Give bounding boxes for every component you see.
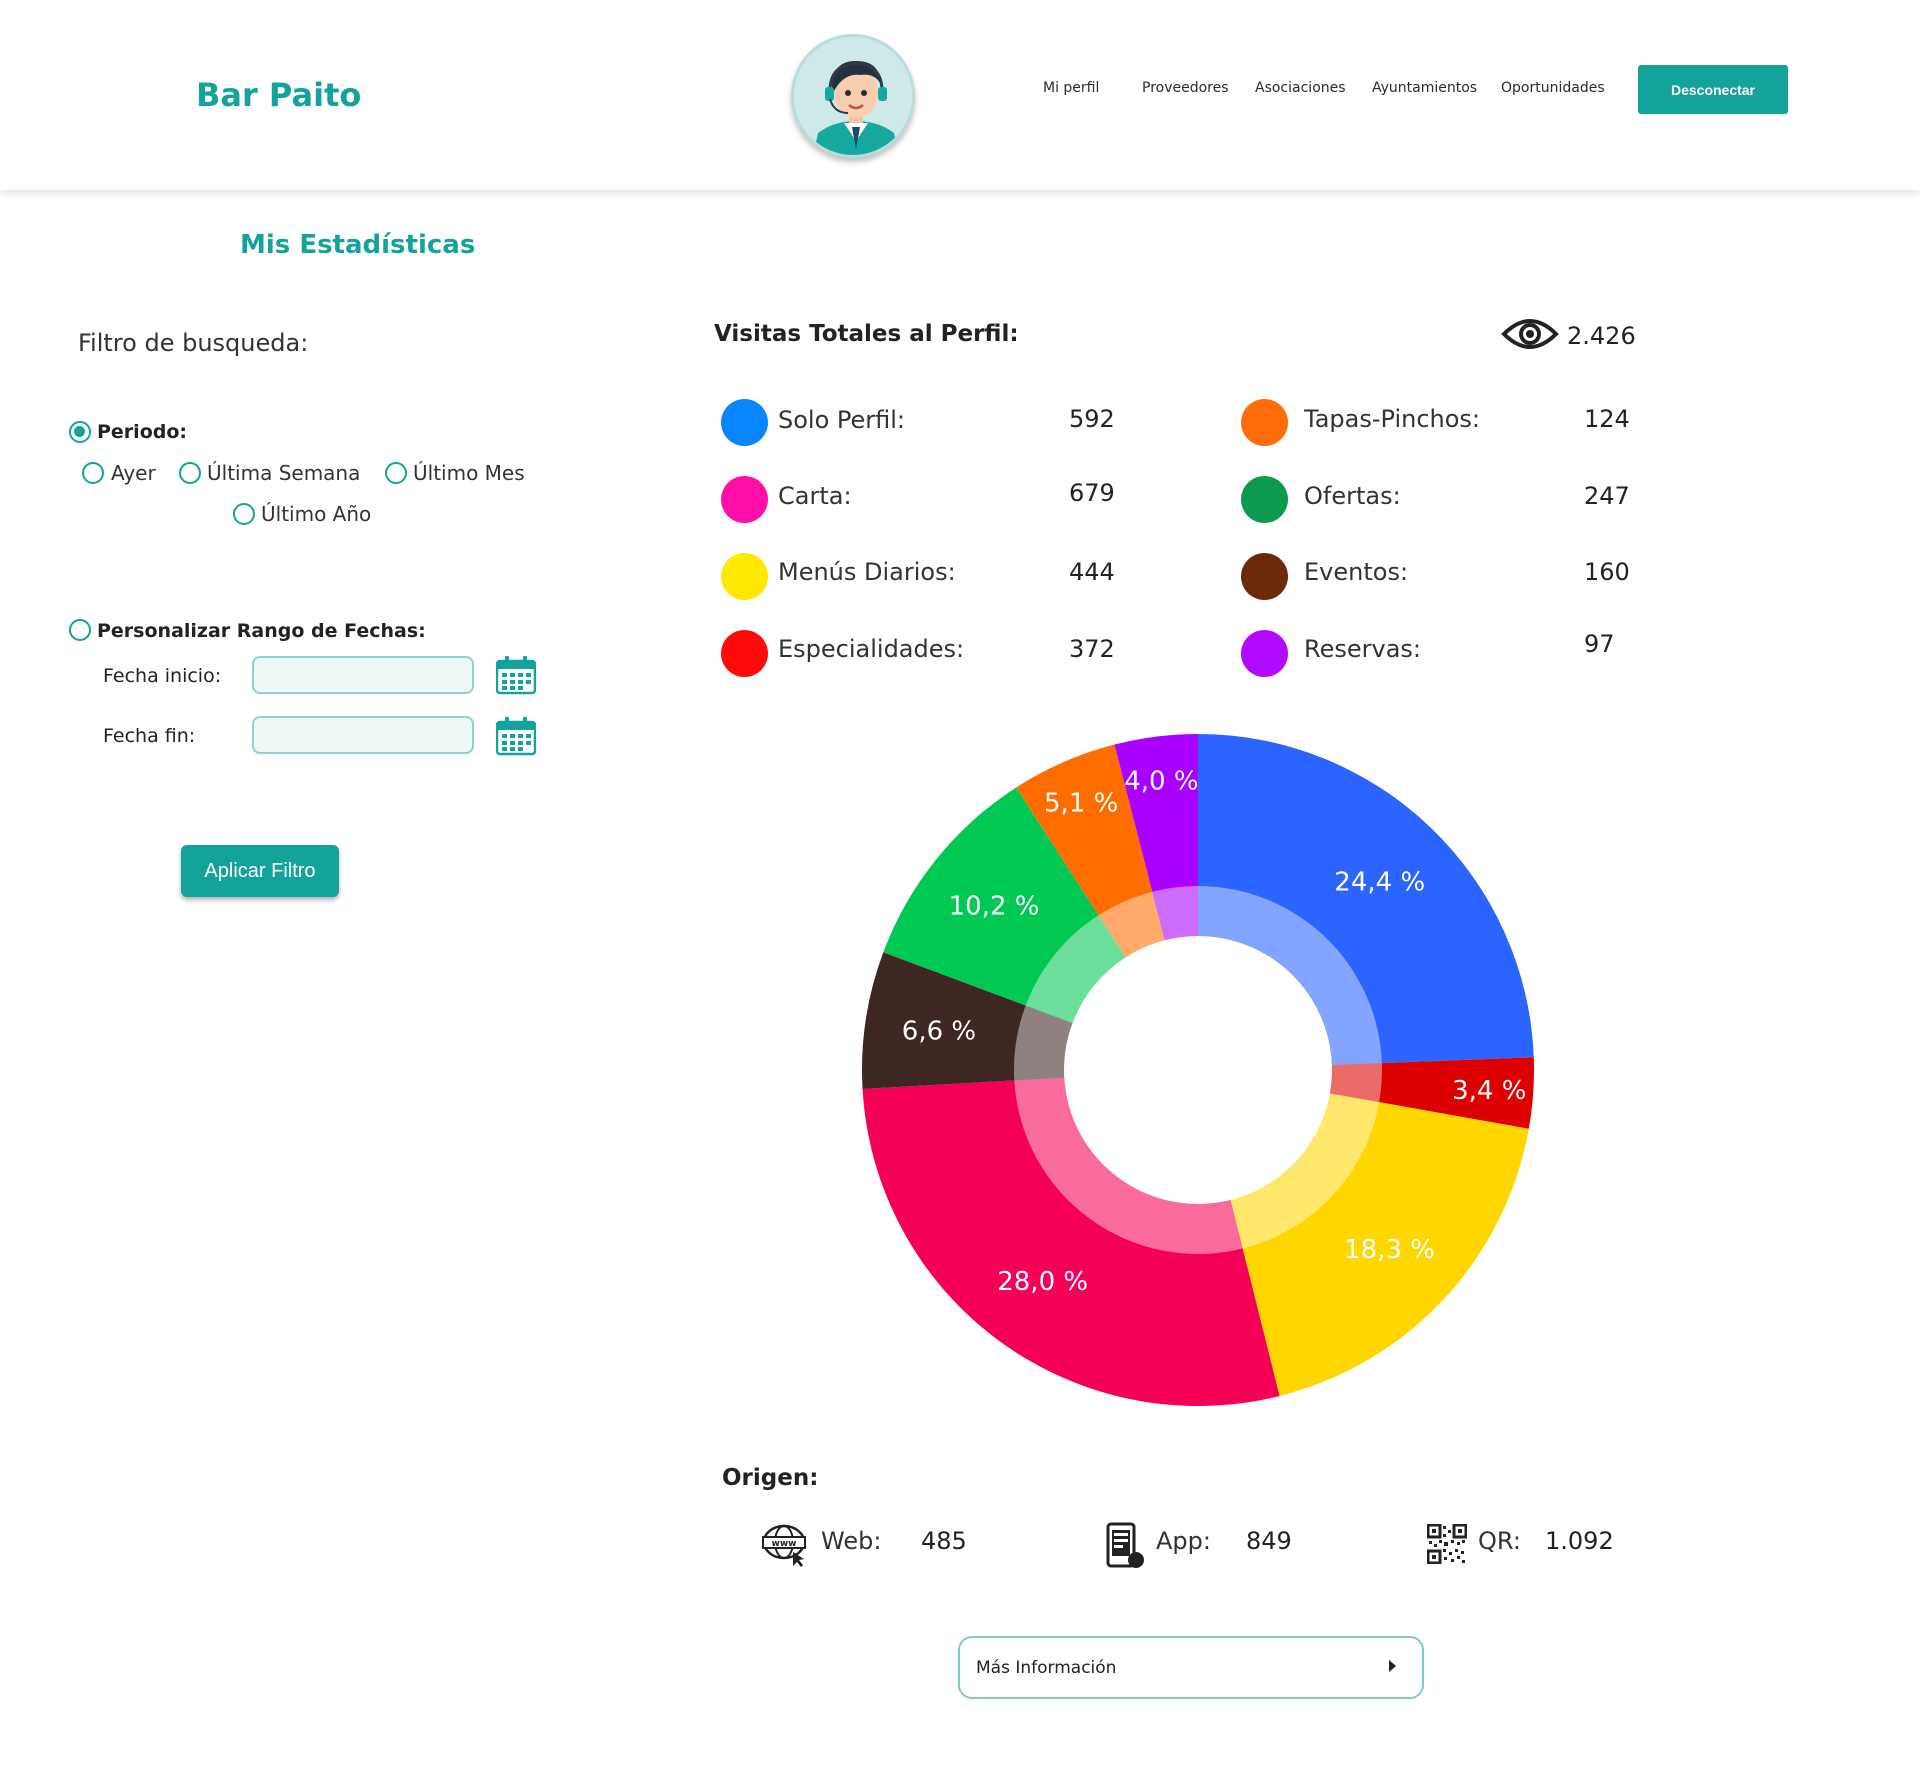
pie-slice[interactable] — [862, 952, 1073, 1089]
legend-label: Eventos: — [1304, 558, 1409, 586]
legend-dot-solo-perfil — [721, 399, 768, 446]
legend-dot-reservas — [1241, 630, 1288, 677]
legend-dot-menus-diarios — [721, 553, 768, 600]
slice-label: 18,3 % — [1344, 1235, 1435, 1265]
pie-slice[interactable] — [1198, 734, 1534, 1065]
pie-slice[interactable] — [1329, 1057, 1534, 1129]
slice-label: 3,4 % — [1452, 1076, 1526, 1106]
nav-asociaciones[interactable]: Asociaciones — [1255, 80, 1346, 96]
legend-value: 124 — [1584, 405, 1630, 433]
visits-total: 2.426 — [1567, 322, 1636, 350]
label-ayer: Ayer — [111, 461, 156, 485]
pie-slice[interactable] — [1114, 734, 1198, 941]
legend-label: Menús Diarios: — [778, 558, 956, 586]
start-date-input[interactable] — [252, 656, 474, 694]
origin-title: Origen: — [722, 1465, 819, 1491]
brand-title[interactable]: Bar Paito — [196, 76, 362, 114]
start-date-label: Fecha inicio: — [103, 665, 222, 687]
visits-title: Visitas Totales al Perfil: — [714, 321, 1019, 347]
legend-value: 160 — [1584, 558, 1630, 586]
visits-donut-chart: 24,4 % 3,4 % 18,3 % 28,0 % 6,6 % 10,2 % 5,1 %4… — [862, 734, 1534, 1406]
legend-label: Especialidades: — [778, 635, 965, 663]
pie-inner-ring — [1025, 915, 1126, 1024]
pie-slice[interactable] — [1230, 1093, 1529, 1396]
origin-label-qr: QR: — [1478, 1527, 1521, 1555]
nav-oportunidades[interactable]: Oportunidades — [1501, 80, 1605, 96]
legend-label: Carta: — [778, 482, 852, 510]
pie-inner-ring — [1152, 886, 1198, 941]
svg-text:www: www — [772, 1539, 797, 1549]
pie-inner-ring — [1098, 891, 1165, 958]
pie-inner-ring — [1014, 1077, 1243, 1254]
legend-dot-eventos — [1241, 553, 1288, 600]
slice-label: 28,0 % — [997, 1267, 1088, 1297]
nav-mi-perfil[interactable]: Mi perfil — [1043, 80, 1100, 96]
period-label: Periodo: — [97, 421, 187, 443]
slice-label: 10,2 % — [949, 892, 1040, 922]
slice-label: 5,1 % — [1044, 788, 1118, 818]
apply-filter-button[interactable]: Aplicar Filtro — [181, 845, 339, 897]
top-header: Bar Paito Mi perfil Proveedores Asociaci… — [0, 0, 1920, 190]
legend-value: 679 — [1069, 479, 1115, 507]
nav-ayuntamientos[interactable]: Ayuntamientos — [1372, 80, 1478, 96]
custom-range-label: Personalizar Rango de Fechas: — [97, 620, 426, 642]
pie-inner-ring — [1014, 1005, 1073, 1081]
end-date-input[interactable] — [252, 716, 474, 754]
slice-label: 6,6 % — [902, 1017, 976, 1047]
label-ultimo-mes: Último Mes — [413, 461, 525, 485]
nav-proveedores[interactable]: Proveedores — [1142, 80, 1229, 96]
more-info-button[interactable]: Más Información — [958, 1636, 1424, 1699]
legend-dot-ofertas — [1241, 476, 1288, 523]
origin-label-app: App: — [1156, 1527, 1211, 1555]
filter-heading: Filtro de busqueda: — [78, 329, 309, 357]
label-ultimo-ano: Último Año — [261, 502, 372, 526]
pie-inner-ring — [1329, 1063, 1382, 1103]
legend-dot-tapas-pinchos — [1241, 399, 1288, 446]
eye-icon — [1501, 314, 1559, 354]
legend-label: Solo Perfil: — [778, 406, 906, 434]
disconnect-button[interactable]: Desconectar — [1638, 65, 1788, 114]
legend-value: 372 — [1069, 635, 1115, 663]
origin-value-qr: 1.092 — [1545, 1527, 1614, 1555]
calendar-icon[interactable] — [495, 716, 537, 756]
pie-inner-ring — [1230, 1093, 1380, 1249]
slice-label: 24,4 % — [1334, 867, 1425, 897]
legend-dot-carta — [721, 476, 768, 523]
origin-label-web: Web: — [821, 1527, 882, 1555]
legend-label: Tapas-Pinchos: — [1304, 405, 1481, 433]
phone-app-icon — [1104, 1522, 1152, 1570]
legend-dot-especialidades — [721, 630, 768, 677]
custom-range-radio[interactable] — [69, 619, 91, 641]
www-globe-icon: www — [760, 1520, 808, 1568]
end-date-label: Fecha fin: — [103, 725, 196, 747]
chevron-right-icon — [1389, 1660, 1396, 1672]
legend-value: 592 — [1069, 405, 1115, 433]
pie-slice[interactable] — [1016, 744, 1165, 958]
legend-value: 444 — [1069, 558, 1115, 586]
avatar[interactable] — [791, 34, 915, 158]
radio-ultimo-mes[interactable] — [385, 462, 407, 484]
legend-label: Ofertas: — [1304, 482, 1401, 510]
radio-ultimo-ano[interactable] — [233, 503, 255, 525]
pie-slice[interactable] — [862, 1077, 1280, 1406]
page-title: Mis Estadísticas — [240, 230, 476, 260]
label-ultima-semana: Última Semana — [207, 461, 361, 485]
period-radio[interactable] — [69, 421, 91, 443]
slice-label: 4,0 % — [1124, 766, 1198, 796]
legend-label: Reservas: — [1304, 635, 1421, 663]
pie-slice[interactable] — [883, 787, 1126, 1024]
more-info-label: Más Información — [976, 1657, 1117, 1678]
radio-ayer[interactable] — [82, 462, 104, 484]
legend-value: 247 — [1584, 482, 1630, 510]
origin-value-web: 485 — [921, 1527, 967, 1555]
radio-ultima-semana[interactable] — [179, 462, 201, 484]
qr-code-icon — [1426, 1523, 1475, 1572]
origin-value-app: 849 — [1246, 1527, 1292, 1555]
calendar-icon[interactable] — [495, 655, 537, 695]
pie-inner-ring — [1198, 886, 1382, 1065]
legend-value: 97 — [1584, 630, 1615, 658]
